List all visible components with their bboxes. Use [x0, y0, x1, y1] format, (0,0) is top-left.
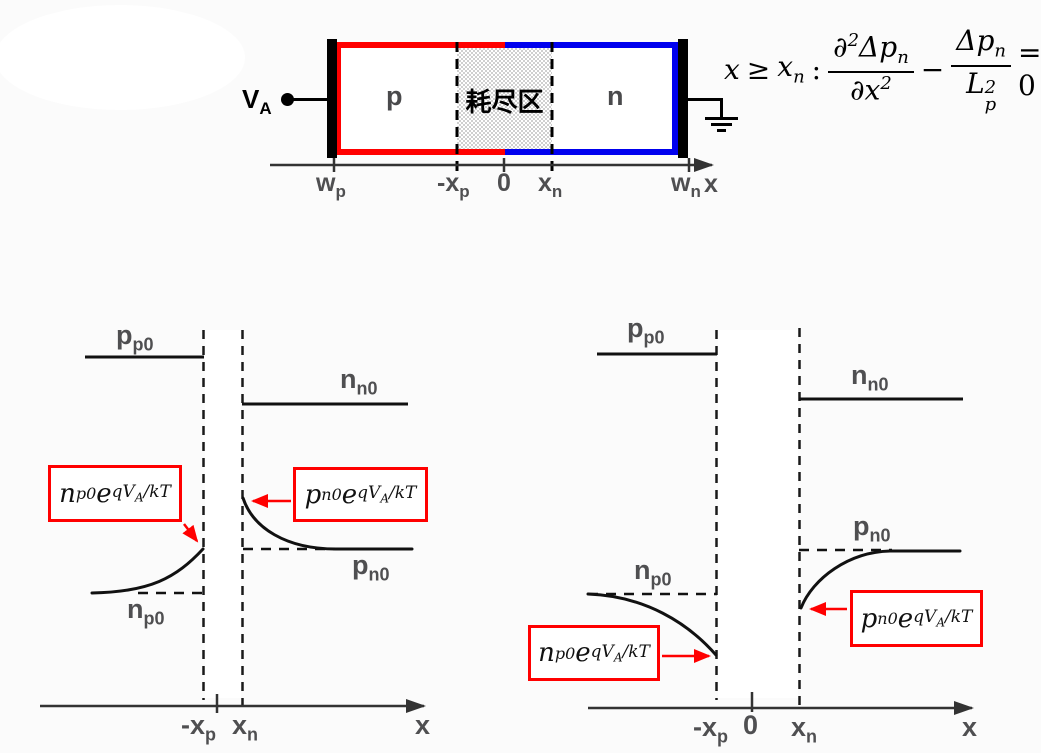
depletion-label: 耗尽区 — [465, 87, 544, 117]
device-axis-wp: wp — [316, 169, 346, 201]
ground-icon — [705, 117, 738, 120]
reverse-pn0-label: pn0 — [853, 511, 891, 546]
reverse-pp0-label: pp0 — [627, 313, 665, 348]
ground-wire-h — [687, 98, 722, 101]
p-region-outline — [335, 42, 505, 155]
forward-np0-label: np0 — [127, 594, 165, 629]
eq-x: x — [724, 52, 740, 86]
device-axis-zero: 0 — [497, 169, 511, 197]
eq-xn: xn — [777, 50, 805, 88]
depletion-region — [457, 48, 552, 149]
p-region-label: p — [386, 81, 403, 111]
reverse-np0-label: np0 — [634, 555, 672, 590]
forward-depletion-strip — [205, 330, 241, 698]
reverse-pn0-exp-box: p n0 e qVA/kT — [850, 590, 983, 647]
ground-icon-mid — [711, 123, 732, 126]
ground-wire-v — [720, 98, 723, 118]
eq-colon: : — [811, 52, 822, 86]
reverse-axis-x: x — [962, 712, 978, 742]
device-axis-wn: wn — [671, 169, 701, 201]
n-region-outline — [505, 42, 678, 155]
va-label: VA — [242, 84, 272, 119]
forward-pp0-label: pp0 — [116, 320, 154, 355]
forward-np0-exp-box: n p0 e qVA/kT — [48, 465, 182, 522]
reverse-axis-zero: 0 — [743, 710, 759, 740]
reverse-np-curve — [586, 592, 718, 657]
forward-pn0-exp-box: p n0 e qVA/kT — [293, 467, 428, 522]
right-contact — [678, 39, 688, 158]
device-axis-xn: xn — [538, 169, 563, 201]
eq-geq: ≥ — [746, 52, 771, 86]
va-terminal-dot — [281, 93, 294, 106]
forward-axis-xn: xn — [232, 710, 259, 745]
reverse-pn-curve — [799, 549, 962, 610]
forward-nn0-label: nn0 — [340, 364, 378, 399]
eq-minus: − — [920, 52, 945, 86]
left-contact — [327, 39, 337, 158]
forward-np-curve — [90, 547, 205, 595]
background-blob — [0, 5, 245, 110]
forward-pn0-label: pn0 — [352, 550, 390, 585]
reverse-axis-neg-xp: -xp — [693, 712, 729, 747]
va-wire — [290, 98, 330, 101]
eq-fraction-1: ∂2Δpn ∂x2 — [828, 31, 914, 106]
eq-rhs: = 0 — [1018, 36, 1041, 102]
n-region-label: n — [607, 81, 624, 111]
reverse-axis-xn: xn — [791, 712, 818, 747]
device-axis-x: x — [704, 170, 718, 198]
forward-axis-x: x — [415, 710, 431, 740]
ground-icon-bottom — [717, 129, 726, 132]
device-axis-neg-xp: -xp — [437, 169, 470, 201]
reverse-nn0-label: nn0 — [851, 360, 889, 395]
reverse-depletion-strip — [718, 330, 798, 698]
reverse-np0-exp-box: n p0 e qVA/kT — [528, 625, 660, 681]
forward-np0-arrow — [182, 523, 199, 543]
forward-pn-curve — [241, 496, 414, 551]
forward-axis-neg-xp: -xp — [181, 710, 217, 745]
